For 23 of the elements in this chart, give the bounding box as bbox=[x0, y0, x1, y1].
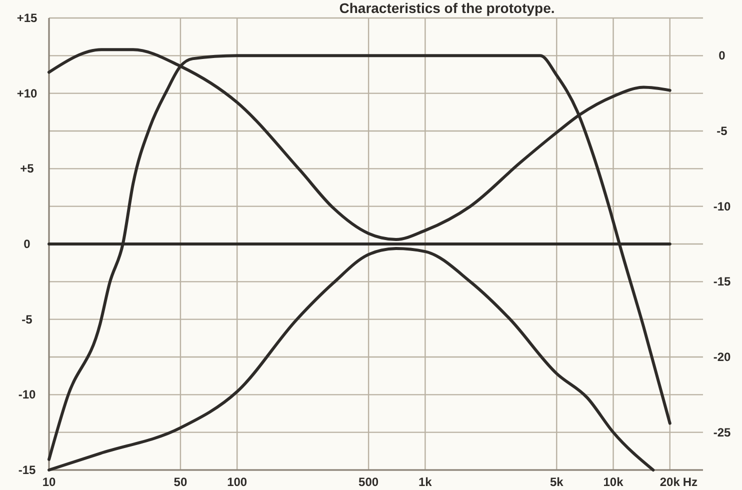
x-tick-label: 10k bbox=[603, 475, 624, 489]
y2-tick-label: 0 bbox=[718, 48, 726, 63]
x-axis-title: Hz bbox=[682, 475, 698, 489]
x-tick-label: 100 bbox=[227, 475, 248, 489]
x-tick-label: 20k bbox=[660, 475, 680, 489]
chart-title: Characteristics of the prototype. bbox=[339, 0, 555, 16]
y-tick-label: -10 bbox=[18, 388, 36, 402]
y2-tick-label: -15 bbox=[713, 274, 731, 289]
x-tick-label: 50 bbox=[174, 475, 188, 489]
x-tick-label: 5k bbox=[550, 475, 564, 489]
x-tick-label: 1k bbox=[418, 475, 432, 489]
y2-tick-label: -20 bbox=[713, 350, 731, 364]
x-tick-label: 10 bbox=[42, 475, 56, 489]
y-tick-label: 0 bbox=[24, 237, 31, 251]
y-tick-label: +10 bbox=[16, 86, 38, 100]
y2-tick-label: -5 bbox=[716, 124, 728, 138]
y-tick-label: -5 bbox=[22, 312, 33, 326]
y-tick-label: +15 bbox=[16, 11, 38, 25]
y-tick-label: -15 bbox=[18, 463, 36, 477]
y2-tick-label: -25 bbox=[713, 425, 731, 440]
y-tick-label: +5 bbox=[20, 162, 34, 176]
y2-tick-label: -10 bbox=[713, 199, 731, 214]
x-tick-label: 500 bbox=[358, 475, 379, 489]
